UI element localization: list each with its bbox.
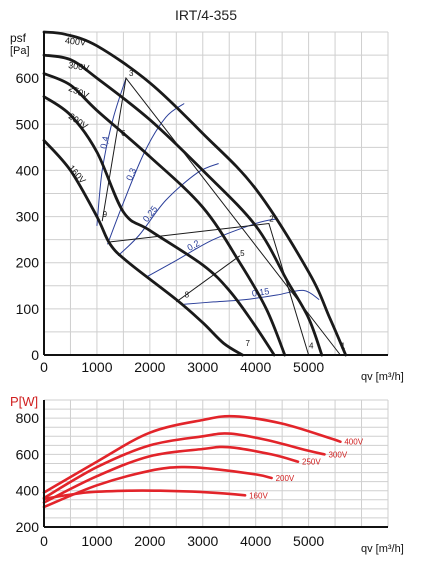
system-line [176,255,241,303]
top-y-tick-label: 0 [31,347,39,363]
efficiency-label: 0,4 [98,135,110,149]
bottom-x-tick-label: 4000 [240,533,271,549]
operating-point-label: 9 [103,210,108,219]
bottom-ylabel: P[W] [10,394,38,409]
efficiency-curve [146,218,277,278]
top-ylabel-unit: [Pa] [10,45,30,57]
top-y-tick-label: 100 [16,301,40,317]
system-line [110,222,310,356]
top-x-tick-label: 3000 [187,359,218,375]
pressure-curve [42,30,348,357]
top-x-tick-label: 0 [40,359,48,375]
operating-point-label: 1 [341,341,346,350]
power-curve [42,465,273,509]
bottom-y-tick-label: 800 [16,410,40,426]
pressure-curve [42,139,244,357]
power-series-label: 200V [276,474,295,483]
top-y-tick-label: 400 [16,162,40,178]
top-xlabel: qv [m³/h] [361,371,404,383]
efficiency-curve [96,77,127,226]
operating-point-label: 4 [309,341,314,350]
power-series-label: 250V [302,458,321,467]
bottom-y-tick-label: 600 [16,446,40,462]
pressure-series-label: 400V [64,35,86,47]
top-y-tick-label: 500 [16,116,40,132]
operating-point-label: 2 [269,214,274,223]
chart-title: IRT/4-355 [175,7,237,23]
top-y-tick-label: 200 [16,255,40,271]
efficiency-label: 0,3 [124,167,138,182]
bottom-xlabel: qv [m³/h] [361,543,404,555]
efficiency-label: 0,25 [141,204,160,224]
bottom-x-tick-label: 0 [40,533,48,549]
top-x-tick-label: 4000 [240,359,271,375]
bottom-x-tick-label: 2000 [134,533,165,549]
power-series-label: 300V [328,450,347,459]
operating-point-label: 3 [129,69,134,78]
power-curve [42,432,326,500]
system-line [101,76,341,356]
power-curve [42,489,247,501]
power-series-label: 160V [249,491,268,500]
operating-point-label: 5 [240,249,245,258]
bottom-x-tick-label: 3000 [187,533,218,549]
top-ylabel-main: psf [10,31,27,45]
pressure-series-label: 300V [68,60,90,73]
power-curve [42,414,342,494]
power-series-label: 400V [344,438,363,447]
efficiency-curve [117,163,219,257]
top-y-tick-label: 300 [16,209,40,225]
top-x-tick-label: 5000 [293,359,324,375]
top-y-tick-label: 600 [16,70,40,86]
top-x-tick-label: 1000 [81,359,112,375]
bottom-x-tick-label: 5000 [293,533,324,549]
power-curve [42,445,300,504]
pressure-curve [42,72,287,357]
top-x-tick-label: 2000 [134,359,165,375]
operating-point-label: 8 [185,291,190,300]
efficiency-label: 0,2 [185,238,201,253]
pressure-curve [42,53,324,357]
bottom-y-tick-label: 200 [16,519,40,535]
bottom-x-tick-label: 1000 [81,533,112,549]
operating-point-label: 6 [121,129,126,138]
pressure-curve [42,95,276,357]
bottom-y-tick-label: 400 [16,483,40,499]
operating-point-label: 7 [245,339,250,348]
